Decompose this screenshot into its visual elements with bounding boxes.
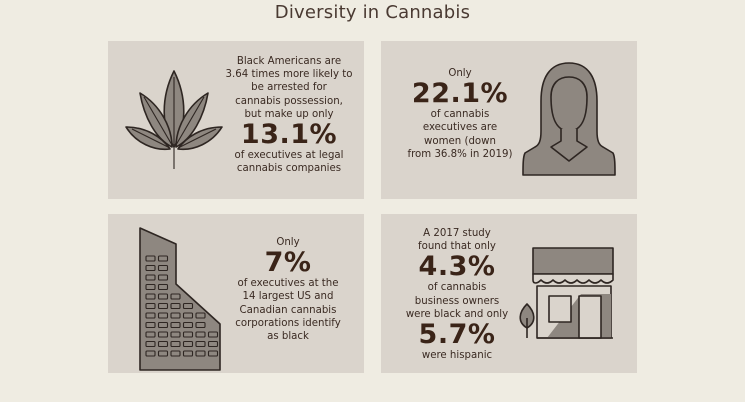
building-window — [157, 264, 169, 272]
building-window — [157, 302, 169, 310]
text-line: corporations identify — [235, 317, 341, 329]
building-window — [145, 350, 156, 357]
building-window — [195, 331, 206, 338]
building-window — [145, 293, 156, 300]
building-window — [182, 331, 194, 338]
stat-value: 22.1% — [411, 78, 509, 110]
stat-value: 4.3% — [418, 251, 496, 283]
text-line: Black Americans are — [236, 56, 342, 67]
building-window — [157, 321, 169, 329]
building-window — [157, 340, 169, 348]
building-window — [195, 340, 206, 348]
building-window — [170, 312, 181, 319]
building-window — [145, 274, 156, 281]
building-window — [145, 340, 156, 348]
building-window — [157, 331, 169, 338]
building-window — [145, 302, 156, 310]
building-window — [145, 264, 156, 272]
building-window — [195, 350, 206, 357]
woman-silhouette-icon — [522, 62, 616, 176]
building-window — [207, 350, 219, 357]
text-line: cannabis possession, — [235, 95, 343, 107]
text-line: Only — [448, 68, 472, 79]
text-line: A 2017 study — [423, 228, 491, 239]
page-title: Diversity in Cannabis — [274, 2, 471, 23]
stat-card-business-owners: A 2017 study found that only 4.3% of can… — [381, 214, 637, 373]
building-window — [170, 350, 181, 357]
building-window — [195, 312, 206, 319]
building-window — [157, 312, 169, 319]
text-line: but make up only — [244, 108, 334, 120]
text-line: 3.64 times more likely to — [225, 69, 353, 81]
building-window — [182, 340, 194, 348]
building-window — [182, 321, 194, 329]
building-window — [145, 312, 156, 319]
stat-card-women-executives: Only 22.1% of cannabis executives are wo… — [381, 41, 637, 199]
building-window — [170, 321, 181, 329]
building-window — [170, 331, 181, 338]
text-line: be arrested for — [251, 82, 327, 94]
text-line: of executives at the — [237, 278, 339, 290]
storefront-icon — [519, 247, 614, 339]
text-line: of executives at legal — [234, 150, 344, 162]
stat-value: 13.1% — [240, 119, 338, 151]
stat-card-text: Black Americans are 3.64 times more like… — [218, 55, 360, 175]
stat-value: 5.7% — [418, 319, 496, 351]
building-window — [145, 321, 156, 329]
stat-card-arrests: Black Americans are 3.64 times more like… — [108, 41, 364, 199]
building-window — [182, 350, 194, 357]
text-line: 14 largest US and — [242, 291, 334, 303]
building-window — [170, 302, 181, 310]
text-line: were hispanic — [421, 350, 493, 362]
building-window — [207, 331, 219, 338]
building-window — [157, 350, 169, 357]
building-window — [145, 255, 156, 262]
text-line: found that only — [418, 241, 496, 253]
text-line: were black and only — [405, 308, 509, 320]
building-window — [145, 283, 156, 291]
text-line: cannabis companies — [236, 163, 342, 175]
office-building-icon — [139, 227, 221, 371]
cannabis-leaf-icon — [125, 70, 223, 169]
text-line: executives are — [422, 122, 498, 134]
text-line: Canadian cannabis — [239, 304, 337, 316]
building-window — [157, 293, 169, 300]
text-line: business owners — [414, 295, 500, 307]
building-window — [157, 274, 169, 281]
building-window — [157, 255, 169, 262]
text-line: of cannabis — [427, 282, 487, 294]
text-line: of cannabis — [430, 109, 490, 121]
building-window — [182, 312, 194, 319]
building-window — [145, 331, 156, 338]
text-line: from 36.8% in 2019) — [407, 148, 513, 160]
stat-value: 7% — [264, 247, 312, 279]
text-line: as black — [267, 331, 309, 343]
building-window — [157, 283, 169, 291]
stat-card-text: Only 7% of executives at the 14 largest … — [224, 236, 352, 343]
building-window — [182, 302, 194, 310]
stat-card-text: A 2017 study found that only 4.3% of can… — [395, 227, 519, 362]
building-window — [170, 340, 181, 348]
building-window — [207, 340, 219, 348]
building-window — [195, 321, 206, 329]
building-window — [170, 293, 181, 300]
stat-card-black-executives: Only 7% of executives at the 14 largest … — [108, 214, 364, 373]
text-line: Only — [276, 237, 300, 248]
text-line: women (down — [424, 135, 496, 147]
stat-card-text: Only 22.1% of cannabis executives are wo… — [401, 67, 519, 161]
